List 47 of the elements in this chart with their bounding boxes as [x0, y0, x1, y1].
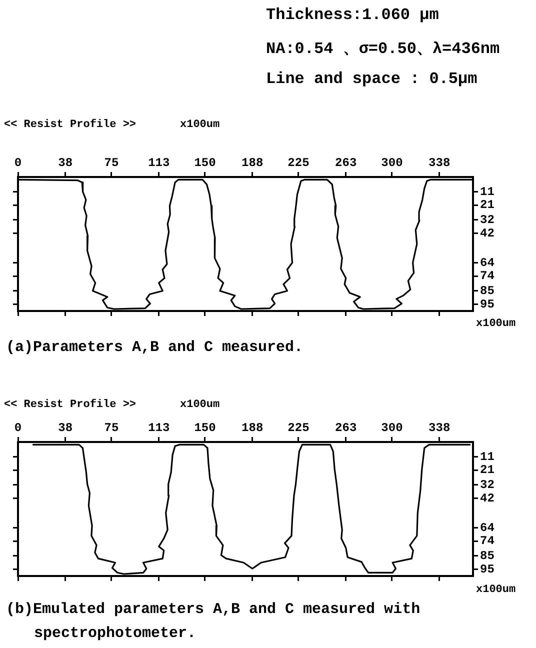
y-tick-label: 11 — [480, 450, 494, 464]
x-tick-label: 113 — [148, 420, 170, 435]
x-tick-label: 300 — [381, 420, 403, 435]
text: (b)Emulated parameters A,B and C measured with spectrophotometer. — [5, 600, 422, 644]
x-tick-label: 113 — [148, 156, 170, 170]
y-tick-label: 64 — [480, 256, 494, 270]
x-tick-label: 150 — [194, 156, 216, 170]
x-tick-label: 225 — [288, 156, 310, 170]
text: NA:0.54 、σ=0.50、λ=436nm — [266, 39, 500, 59]
text: Line and space : 0.5µm — [266, 70, 478, 88]
y-tick-label: 74 — [480, 534, 494, 548]
x-tick-label: 75 — [104, 420, 119, 435]
x-tick-label: 263 — [335, 420, 357, 435]
y-tick-label: 21 — [480, 198, 494, 212]
x-tick-label: 38 — [58, 420, 73, 435]
x-tick-label: 188 — [242, 156, 264, 170]
x-tick-label: 338 — [428, 420, 450, 435]
x-tick-label: 75 — [104, 156, 119, 170]
x-axis-title: x100um — [476, 318, 516, 330]
x-tick-label: 0 — [14, 420, 22, 435]
y-tick-label: 95 — [480, 297, 494, 312]
x-tick-label: 0 — [14, 156, 22, 170]
y-tick-label: 11 — [480, 184, 494, 199]
y-tick-label: 42 — [480, 491, 494, 506]
text: (a)Parameters A,B and C measured. — [5, 338, 304, 358]
y-tick-label: 74 — [480, 269, 494, 284]
x2-axis-title: x100um — [180, 399, 220, 411]
y-tick-label: 95 — [480, 562, 494, 576]
x-tick-label: 150 — [194, 420, 216, 435]
y-tick-label: 64 — [480, 520, 494, 535]
x-tick-label: 38 — [58, 156, 73, 170]
x-tick-label: 188 — [242, 420, 264, 435]
y-tick-label: 85 — [480, 284, 494, 298]
x-tick-label: 225 — [288, 420, 310, 435]
y-tick-label: 42 — [480, 226, 494, 240]
x2-axis-title: x100um — [180, 119, 220, 131]
x-tick-label: 300 — [381, 156, 403, 170]
y-tick-label: 32 — [480, 478, 494, 492]
chart-title: << Resist Profile >> — [4, 399, 136, 411]
x-tick-label: 263 — [335, 156, 357, 170]
chart-title: << Resist Profile >> — [4, 119, 136, 131]
x-tick-label: 338 — [428, 156, 450, 170]
y-tick-label: 32 — [480, 212, 494, 227]
text: Thickness:1.060 µm — [266, 6, 439, 24]
y-tick-label: 85 — [480, 548, 494, 563]
x-axis-title: x100um — [476, 584, 516, 596]
y-tick-label: 21 — [480, 463, 494, 478]
